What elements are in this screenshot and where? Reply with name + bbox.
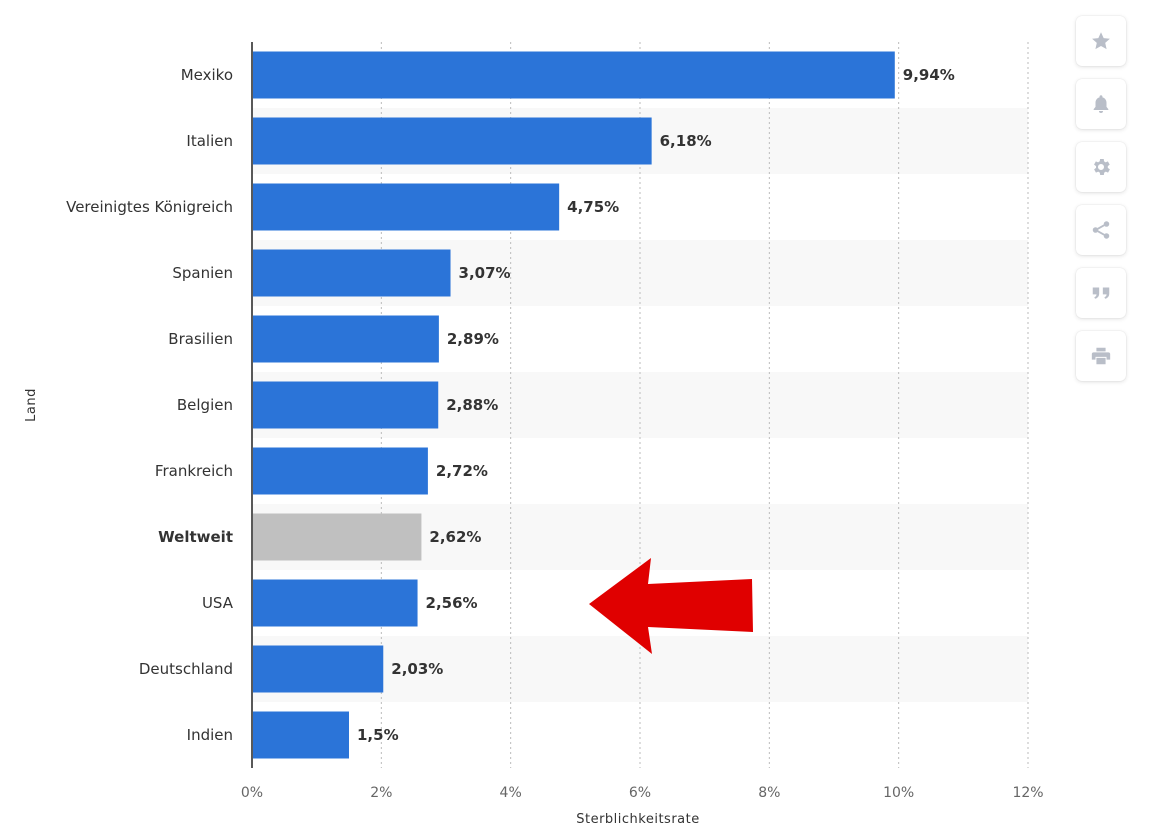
- bars: [253, 51, 895, 759]
- category-label: Spanien: [172, 264, 233, 282]
- bar-deutschland[interactable]: [253, 645, 384, 693]
- settings-button[interactable]: [1076, 142, 1126, 192]
- share-icon: [1092, 221, 1110, 239]
- bar-weltweit[interactable]: [253, 513, 422, 561]
- chart-toolbar: [1076, 16, 1128, 394]
- print-button[interactable]: [1076, 331, 1126, 381]
- x-tick-label: 0%: [241, 785, 263, 801]
- category-label: Frankreich: [155, 462, 233, 480]
- star-icon: [1092, 32, 1110, 50]
- value-label: 2,62%: [429, 528, 481, 546]
- value-label: 4,75%: [567, 198, 619, 216]
- category-label: Italien: [186, 132, 233, 150]
- bar-italien[interactable]: [253, 117, 652, 165]
- value-label: 2,89%: [447, 330, 499, 348]
- share-button[interactable]: [1076, 205, 1126, 255]
- printer-icon: [1091, 347, 1111, 365]
- category-label: Brasilien: [168, 330, 233, 348]
- cite-button[interactable]: [1076, 268, 1126, 318]
- bell-icon: [1093, 95, 1109, 113]
- x-tick-label: 12%: [1012, 785, 1043, 801]
- x-tick-label: 4%: [500, 785, 522, 801]
- category-label: Weltweit: [158, 528, 233, 546]
- value-label: 2,56%: [426, 594, 478, 612]
- x-tick-label: 10%: [883, 785, 914, 801]
- notification-button[interactable]: [1076, 79, 1126, 129]
- chart-area: Mexiko Italien Vereinigtes Königreich Spani…: [24, 42, 1044, 827]
- bar-usa[interactable]: [253, 579, 418, 627]
- x-tick-labels: 0% 2% 4% 6% 8% 10% 12%: [241, 785, 1044, 801]
- red-arrow-annotation: [589, 558, 753, 654]
- bar-indien[interactable]: [253, 711, 349, 759]
- y-axis-title: Land: [24, 388, 39, 422]
- favorite-button[interactable]: [1076, 16, 1126, 66]
- x-tick-label: 6%: [629, 785, 651, 801]
- bar-brasilien[interactable]: [253, 315, 439, 363]
- category-label: Belgien: [177, 396, 233, 414]
- value-label: 1,5%: [357, 726, 399, 744]
- quote-icon: [1092, 287, 1110, 299]
- value-label: 2,03%: [391, 660, 443, 678]
- bar-belgien[interactable]: [253, 381, 439, 429]
- category-labels: Mexiko Italien Vereinigtes Königreich Spani…: [66, 66, 234, 744]
- value-label: 2,88%: [446, 396, 498, 414]
- value-label: 3,07%: [459, 264, 511, 282]
- category-label: Deutschland: [139, 660, 233, 678]
- bar-vereinigtes-koenigreich[interactable]: [253, 183, 560, 231]
- x-tick-label: 2%: [370, 785, 392, 801]
- category-label: Vereinigtes Königreich: [66, 198, 233, 216]
- value-label: 9,94%: [903, 66, 955, 84]
- value-labels: 9,94% 6,18% 4,75% 3,07% 2,89% 2,88% 2,72% 2,62%…: [357, 66, 955, 744]
- bar-spanien[interactable]: [253, 249, 451, 297]
- bar-frankreich[interactable]: [253, 447, 428, 495]
- gear-icon: [1094, 159, 1110, 175]
- category-label: Indien: [187, 726, 233, 744]
- value-label: 6,18%: [660, 132, 712, 150]
- bar-chart: Mexiko Italien Vereinigtes Königreich Spani…: [24, 42, 1044, 827]
- category-label: USA: [202, 594, 234, 612]
- bar-mexiko[interactable]: [253, 51, 895, 99]
- value-label: 2,72%: [436, 462, 488, 480]
- x-tick-label: 8%: [758, 785, 780, 801]
- category-label: Mexiko: [181, 66, 233, 84]
- x-axis-title: Sterblichkeitsrate: [576, 812, 700, 827]
